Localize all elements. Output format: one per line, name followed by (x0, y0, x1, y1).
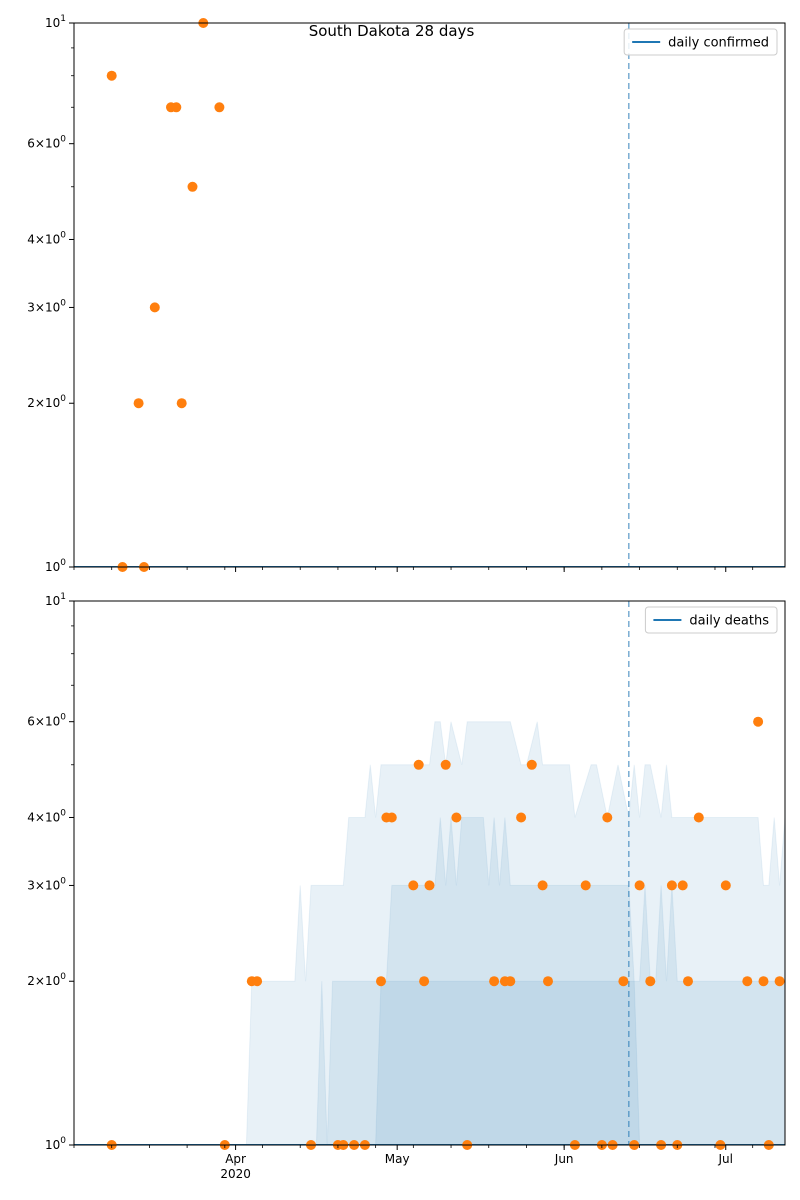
axes-frame (73, 22, 786, 568)
x-tick-label: May (385, 1152, 410, 1166)
data-point (106, 70, 117, 81)
data-point (683, 976, 693, 987)
legend: daily deaths (644, 606, 778, 634)
data-point (424, 880, 435, 891)
data-point (252, 976, 263, 987)
data-point (171, 102, 182, 113)
legend: daily confirmed (623, 28, 778, 56)
y-tick-label: 3×100 (27, 876, 66, 892)
y-tick-label: 6×100 (27, 135, 66, 151)
y-tick-label: 2×100 (27, 972, 66, 988)
y-tick-label: 3×100 (27, 298, 66, 314)
data-point (758, 976, 769, 987)
data-point (419, 976, 430, 987)
x-tick-label: Jun (554, 1152, 574, 1166)
data-point (386, 812, 397, 823)
uncertainty-band (74, 721, 785, 1145)
uncertainty-band (375, 980, 641, 1145)
data-point (742, 976, 753, 987)
data-point (645, 976, 656, 987)
data-point (214, 102, 225, 113)
x-tick-label: Apr 2020 (220, 1152, 251, 1181)
data-point (516, 812, 527, 823)
legend-box (644, 606, 778, 634)
data-point (720, 880, 731, 891)
chart-title: South Dakota 28 days (309, 22, 475, 40)
data-point (413, 759, 424, 770)
data-point (489, 976, 500, 987)
y-tick-label: 2×100 (27, 394, 66, 410)
data-point (376, 976, 386, 987)
plot-area (74, 23, 785, 567)
data-point (526, 759, 537, 770)
legend-label: daily confirmed (668, 36, 769, 51)
legend-box (623, 28, 778, 56)
data-point (634, 880, 645, 891)
data-point (149, 302, 160, 313)
y-tick-label: 6×100 (27, 713, 66, 729)
data-point (133, 398, 144, 409)
data-point (176, 398, 187, 409)
data-point (677, 880, 688, 891)
data-point (543, 976, 553, 987)
data-point (580, 880, 591, 891)
data-point (618, 976, 629, 987)
y-tick-label: 4×100 (27, 808, 66, 824)
axes-frame (73, 600, 786, 1146)
data-point (537, 880, 548, 891)
data-point (753, 716, 764, 727)
data-point (602, 812, 613, 823)
legend-label: daily deaths (689, 614, 769, 629)
data-point (187, 181, 198, 192)
x-tick-label: Jul (718, 1152, 733, 1166)
data-point (774, 976, 785, 987)
data-point (440, 759, 451, 770)
data-point (451, 812, 462, 823)
y-tick-label: 4×100 (27, 230, 66, 246)
data-point (505, 976, 516, 987)
data-point (408, 880, 419, 891)
data-point (666, 880, 677, 891)
data-point (693, 812, 704, 823)
